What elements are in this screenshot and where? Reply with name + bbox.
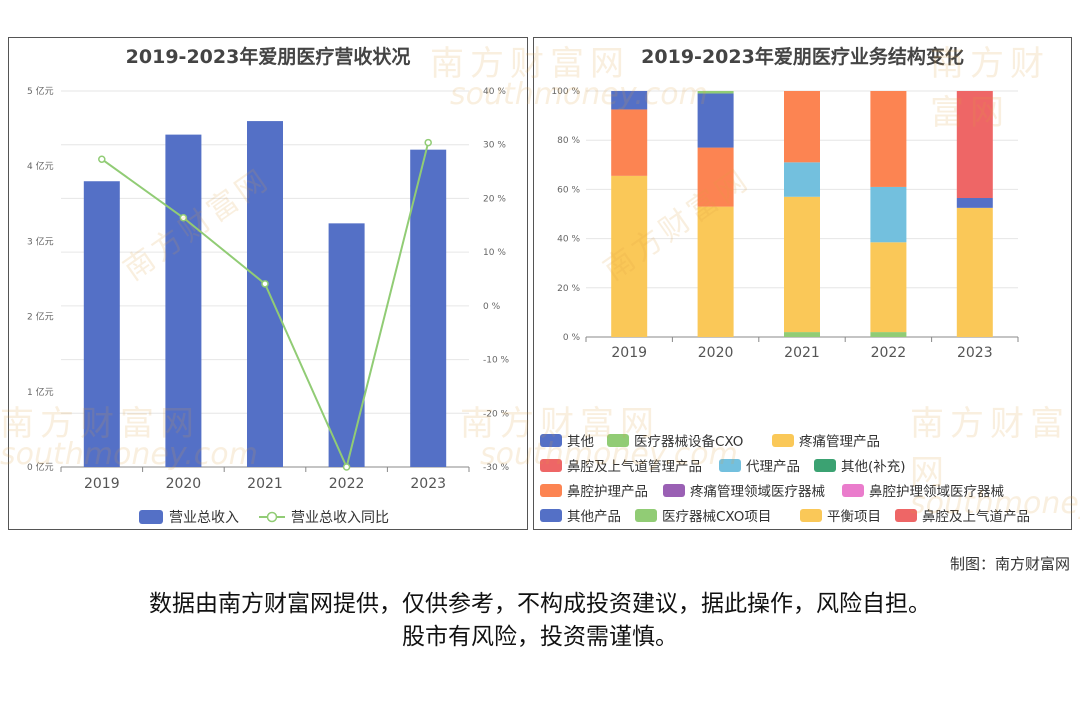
legend-label: 鼻腔及上气道管理产品 — [567, 458, 702, 475]
x-axis-tick-label: 2019 — [611, 345, 647, 361]
stacked-bar-segment — [870, 242, 907, 333]
stacked-bar-segment — [784, 332, 820, 337]
x-axis-tick-label: 2019 — [84, 476, 120, 492]
bar — [328, 223, 365, 467]
legend-swatch — [540, 459, 562, 472]
left-axis-tick-label: 4 亿元 — [27, 160, 54, 172]
x-axis-tick-label: 2020 — [166, 476, 202, 492]
stacked-bar-segment — [870, 186, 907, 243]
stacked-bar-segment — [870, 91, 907, 187]
stacked-bar-segment — [784, 162, 820, 197]
right-axis-tick-label: 30 % — [483, 141, 506, 151]
stacked-bar-segment — [697, 91, 734, 94]
x-axis-tick-label: 2023 — [410, 476, 446, 492]
legend-swatch — [540, 509, 562, 522]
legend-label: 营业总收入同比 — [291, 510, 389, 526]
legend-swatch — [800, 509, 822, 522]
y-axis-tick-label: 40 % — [557, 235, 580, 245]
revenue-chart-title: 2019-2023年爱朋医疗营收状况 — [125, 46, 411, 68]
right-axis-tick-label: 0 % — [483, 302, 501, 312]
revenue-chart-panel: 2019-2023年爱朋医疗营收状况 -30 % -20 % -10 % 0 % 10 … — [8, 37, 528, 530]
legend-swatch — [266, 511, 278, 523]
x-axis-tick-label: 2022 — [329, 476, 365, 492]
bar — [247, 121, 283, 467]
left-axis-tick-label: 5 亿元 — [27, 85, 54, 97]
structure-chart-panel: 2019-2023年爱朋医疗业务结构变化 0 % 20 % 40 % 60 % 80 %… — [533, 37, 1072, 530]
legend-label: 其他(补充) — [841, 459, 906, 475]
y-axis-tick-label: 0 % — [563, 333, 581, 343]
stacked-bar-segment — [870, 332, 907, 337]
structure-chart-title: 2019-2023年爱朋医疗业务结构变化 — [641, 46, 964, 68]
legend-label: 医疗器械设备CXO — [634, 433, 743, 450]
legend-swatch — [607, 434, 629, 447]
right-axis-tick-label: -20 % — [483, 409, 510, 419]
stacked-bar-segment — [611, 91, 648, 110]
stacked-bar-segment — [697, 93, 734, 148]
growth-point — [261, 280, 269, 288]
legend-swatch — [540, 434, 562, 447]
left-axis-tick-label: 3 亿元 — [27, 235, 54, 247]
y-axis-tick-label: 60 % — [557, 185, 580, 195]
right-axis-tick-label: 40 % — [483, 87, 506, 97]
right-axis-tick-label: -30 % — [483, 463, 510, 473]
revenue-chart: -30 % -20 % -10 % 0 % 10 % 20 % 30 % 40 % 0 亿元 1 … — [27, 85, 510, 526]
legend-label: 营业总收入 — [169, 510, 239, 526]
stacked-bar-segment — [697, 206, 734, 337]
legend-swatch — [635, 509, 657, 522]
growth-point — [179, 214, 188, 222]
x-axis-tick-label: 2021 — [247, 476, 283, 492]
legend-swatch — [895, 509, 917, 522]
legend-label: 鼻腔及上气道产品 — [922, 508, 1030, 525]
x-axis-tick-label: 2021 — [784, 345, 820, 361]
legend-label: 其他 — [567, 434, 594, 450]
y-axis-tick-label: 100 % — [551, 87, 580, 97]
legend-swatch — [139, 510, 163, 524]
growth-point — [98, 155, 106, 163]
structure-chart: 0 % 20 % 40 % 60 % 80 % 100 % 2019 2020 2021 2022… — [540, 87, 1030, 525]
stacked-bar-segment — [956, 91, 993, 199]
legend-label: 其他产品 — [567, 509, 621, 525]
disclaimer-line-1: 数据由南方财富网提供，仅供参考，不构成投资建议，据此操作，风险自担。 — [149, 591, 931, 617]
legend-label: 鼻腔护理领域医疗器械 — [869, 483, 1004, 500]
right-axis-tick-label: 20 % — [483, 194, 506, 204]
bar — [83, 181, 120, 468]
stacked-bar-segment — [784, 91, 820, 163]
y-axis-tick-label: 20 % — [557, 284, 580, 294]
legend-swatch — [719, 459, 741, 472]
legend-label: 平衡项目 — [827, 509, 881, 525]
right-axis-tick-label: -10 % — [483, 356, 510, 366]
legend-swatch — [772, 434, 794, 447]
stacked-bar-segment — [611, 175, 648, 337]
x-axis-tick-label: 2022 — [871, 345, 907, 361]
bar — [165, 134, 202, 467]
right-axis-tick-label: 10 % — [483, 248, 506, 258]
legend-label: 代理产品 — [746, 459, 800, 475]
legend-swatch — [540, 484, 562, 497]
legend-label: 鼻腔护理产品 — [567, 483, 648, 500]
legend-swatch — [663, 484, 685, 497]
legend-swatch — [814, 459, 836, 472]
growth-point — [424, 138, 432, 147]
stacked-bar-segment — [956, 198, 993, 208]
legend-label: 疼痛管理产品 — [799, 433, 880, 450]
disclaimer-line-2: 股市有风险，投资需谨慎。 — [402, 624, 678, 650]
y-axis-tick-label: 80 % — [557, 136, 580, 146]
stacked-bar-segment — [697, 147, 734, 207]
stacked-bar-segment — [611, 109, 648, 176]
stacked-bar-segment — [784, 196, 820, 333]
x-axis-tick-label: 2023 — [957, 345, 993, 361]
left-axis-tick-label: 1 亿元 — [27, 386, 54, 398]
x-axis-tick-label: 2020 — [698, 345, 734, 361]
legend-label: 医疗器械CXO项目 — [662, 509, 771, 525]
bar — [410, 149, 447, 467]
legend-label: 疼痛管理领域医疗器械 — [690, 483, 825, 500]
chart-credit: 制图：南方财富网 — [949, 555, 1070, 573]
left-axis-tick-label: 0 亿元 — [27, 461, 54, 473]
legend-swatch — [842, 484, 864, 497]
stacked-bar-segment — [956, 207, 993, 337]
growth-point — [342, 463, 351, 471]
left-axis-tick-label: 2 亿元 — [27, 311, 54, 323]
